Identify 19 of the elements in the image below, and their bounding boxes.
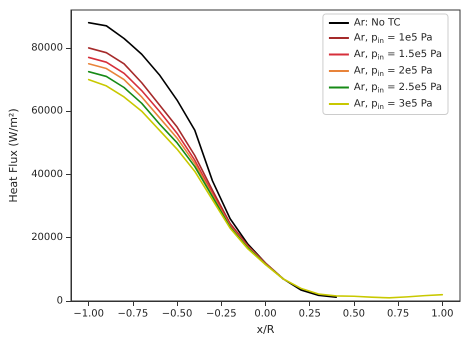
line-series: [88, 78, 444, 299]
x-tick-label: −0.25: [206, 308, 237, 320]
y-tick-label: 0: [56, 296, 63, 306]
x-tick-label: −0.50: [162, 308, 192, 320]
x-tick-label: 0.75: [386, 308, 410, 320]
y-axis-title: Heat Flux (W/m²): [7, 108, 20, 203]
y-tick-label: 60000: [31, 106, 63, 117]
x-tick-label: −1.00: [73, 308, 104, 320]
line-series: [88, 22, 338, 298]
x-tick-label: −0.75: [118, 308, 148, 320]
y-tick-label: 20000: [31, 232, 63, 244]
x-tick-label: 0.50: [342, 308, 366, 320]
x-axis-title: x/R: [256, 322, 275, 336]
legend-label: Ar: No TC: [354, 18, 401, 28]
x-tick-label: 0.25: [298, 308, 321, 320]
x-tick-label: 1.00: [431, 308, 454, 320]
y-tick-label: 80000: [31, 42, 63, 54]
x-tick-label: 0.00: [254, 308, 277, 320]
y-tick-label: 40000: [31, 168, 63, 180]
